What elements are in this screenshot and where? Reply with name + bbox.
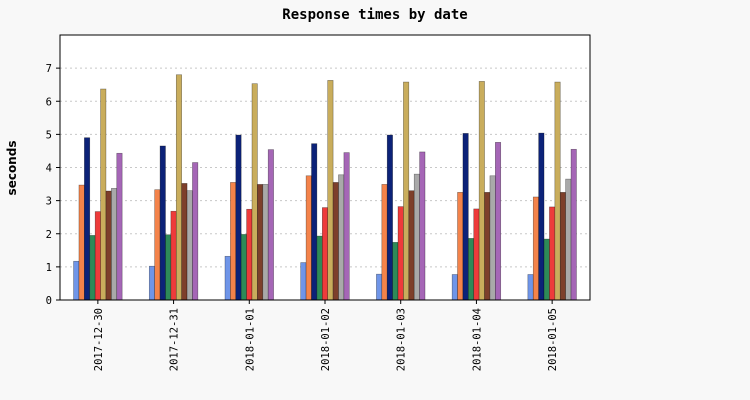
bar bbox=[565, 178, 572, 301]
bar bbox=[527, 274, 534, 301]
bar bbox=[376, 273, 383, 301]
bar bbox=[230, 182, 237, 301]
x-tick-label: 2018-01-02 bbox=[320, 308, 332, 371]
y-tick-label: 4 bbox=[46, 163, 52, 175]
bar bbox=[89, 235, 96, 301]
bar bbox=[148, 265, 155, 301]
bar bbox=[478, 81, 485, 301]
bar bbox=[84, 137, 91, 301]
bar bbox=[154, 189, 161, 301]
bar bbox=[100, 88, 107, 301]
bar bbox=[94, 211, 101, 301]
y-axis-label: seconds bbox=[5, 141, 19, 196]
y-tick-label: 5 bbox=[46, 129, 52, 141]
bar bbox=[116, 152, 123, 301]
bar bbox=[451, 274, 458, 301]
bar bbox=[321, 207, 328, 301]
bar bbox=[78, 184, 85, 301]
bar bbox=[181, 183, 188, 301]
bar bbox=[397, 206, 404, 301]
bar bbox=[332, 182, 339, 301]
y-tick-label: 7 bbox=[46, 63, 52, 75]
bar bbox=[262, 184, 269, 301]
bar bbox=[570, 148, 577, 301]
bar bbox=[327, 80, 334, 301]
bar bbox=[192, 162, 199, 301]
bar bbox=[489, 175, 496, 301]
bar bbox=[175, 74, 182, 301]
x-tick-label: 2018-01-05 bbox=[547, 308, 559, 371]
bar bbox=[170, 210, 177, 301]
y-tick-label: 1 bbox=[46, 262, 52, 274]
bar bbox=[105, 190, 112, 301]
bar bbox=[338, 174, 345, 301]
bar bbox=[495, 142, 502, 301]
bar bbox=[559, 192, 566, 301]
bar bbox=[316, 235, 323, 301]
bar bbox=[257, 184, 264, 301]
x-tick-label: 2018-01-01 bbox=[244, 308, 256, 371]
bar bbox=[246, 208, 253, 301]
bar bbox=[267, 149, 274, 301]
bar bbox=[457, 192, 464, 301]
x-tick-label: 2018-01-04 bbox=[471, 308, 483, 371]
plot-frame bbox=[59, 34, 591, 301]
bar bbox=[240, 234, 247, 301]
bar bbox=[251, 83, 258, 301]
bar bbox=[532, 196, 539, 301]
x-tick-label: 2017-12-30 bbox=[93, 308, 105, 371]
bar bbox=[111, 188, 118, 301]
bar bbox=[403, 81, 410, 301]
bar bbox=[543, 238, 550, 301]
bar bbox=[343, 152, 350, 301]
bar bbox=[381, 184, 388, 301]
bar bbox=[300, 262, 307, 301]
bar bbox=[392, 242, 399, 301]
bar bbox=[224, 255, 231, 301]
bar bbox=[549, 206, 556, 301]
bar bbox=[186, 190, 193, 301]
bar bbox=[408, 190, 415, 301]
bar bbox=[473, 208, 480, 301]
chart-title: Response times by date bbox=[282, 7, 467, 23]
y-tick-label: 2 bbox=[46, 229, 52, 241]
bar bbox=[305, 175, 312, 301]
y-tick-label: 3 bbox=[46, 196, 52, 208]
y-tick-label: 6 bbox=[46, 96, 52, 108]
y-tick-label: 0 bbox=[46, 295, 52, 307]
bars bbox=[73, 74, 577, 301]
x-tick-label: 2017-12-31 bbox=[169, 308, 181, 371]
bar bbox=[73, 260, 80, 301]
bar bbox=[484, 192, 491, 301]
bar bbox=[235, 134, 242, 301]
bar bbox=[554, 81, 561, 301]
bar bbox=[468, 238, 475, 301]
bar bbox=[419, 151, 426, 301]
bar bbox=[462, 133, 469, 301]
axes: 0 1 2 3 4 5 6 7 2017-12-30 2017-12-31 2018-01-01 20… bbox=[46, 34, 591, 371]
bar bbox=[159, 145, 166, 301]
bar bbox=[311, 143, 318, 301]
bar bbox=[386, 134, 393, 301]
bar bbox=[413, 173, 420, 301]
x-tick-label: 2018-01-03 bbox=[396, 308, 408, 371]
bar bbox=[538, 132, 545, 301]
bar bbox=[165, 234, 172, 301]
